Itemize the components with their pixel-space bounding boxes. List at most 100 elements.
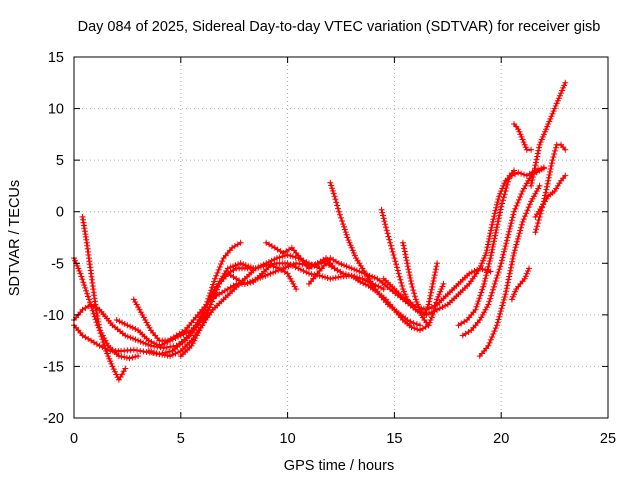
data-point — [504, 234, 511, 241]
data-point — [362, 281, 369, 288]
axis-ticks: 0 5 10 15 20 25 -20 -15 -10 -5 0 5 10 15 — [43, 50, 616, 447]
data-point — [137, 338, 144, 345]
data-point — [439, 304, 446, 311]
data-point — [127, 334, 134, 341]
data-point — [287, 252, 294, 259]
data-point — [183, 329, 190, 336]
data-point — [505, 178, 511, 185]
data-point — [548, 163, 555, 169]
data-point — [487, 336, 494, 343]
data-point — [481, 309, 488, 316]
data-point — [130, 296, 137, 303]
data-point — [188, 342, 195, 349]
data-point — [431, 302, 438, 309]
data-point — [434, 260, 441, 267]
data-point — [484, 266, 491, 273]
data-point — [393, 261, 400, 268]
data-point — [122, 365, 129, 372]
data-point — [426, 295, 433, 302]
data-point — [121, 354, 128, 361]
data-point — [546, 171, 553, 178]
data-point — [415, 304, 422, 311]
data-point — [75, 265, 82, 272]
data-point — [522, 213, 528, 220]
data-point — [303, 269, 310, 276]
data-point — [386, 236, 393, 243]
data-point — [86, 296, 92, 303]
data-point — [531, 168, 538, 175]
data-point — [472, 306, 479, 313]
data-point — [479, 286, 486, 293]
data-point — [503, 288, 510, 295]
data-point — [483, 250, 490, 256]
data-point — [498, 257, 505, 264]
data-point — [207, 301, 214, 308]
data-point — [529, 177, 536, 183]
x-tick-label: 25 — [600, 431, 616, 447]
data-point — [486, 260, 493, 267]
data-point — [142, 317, 149, 323]
y-tick-label: 0 — [56, 205, 64, 221]
data-point — [547, 115, 554, 122]
data-point — [107, 358, 114, 365]
data-point — [536, 144, 542, 151]
data-point — [491, 235, 498, 242]
data-point — [521, 275, 528, 282]
data-point — [536, 141, 543, 148]
data-point — [501, 191, 508, 198]
data-point — [334, 202, 341, 209]
data-point — [552, 144, 559, 151]
data-point — [134, 347, 140, 354]
data-point — [297, 266, 304, 273]
data-point — [284, 252, 291, 258]
data-point — [348, 244, 355, 251]
data-point — [510, 211, 517, 218]
data-point — [475, 298, 482, 305]
data-point — [535, 147, 542, 154]
data-point — [510, 252, 517, 259]
series-track-10 — [327, 179, 423, 329]
data-point — [432, 269, 439, 276]
data-point — [102, 337, 109, 344]
series-track-23 — [528, 79, 569, 189]
series-track-13 — [399, 239, 441, 318]
data-point — [542, 189, 549, 196]
data-point — [496, 212, 503, 219]
data-point — [493, 227, 500, 233]
data-point — [507, 267, 514, 274]
data-point — [153, 350, 160, 357]
data-point — [344, 234, 351, 241]
data-point — [518, 133, 525, 140]
data-point — [129, 354, 136, 361]
data-point — [532, 162, 539, 169]
data-point — [524, 268, 531, 274]
data-point — [353, 267, 360, 274]
data-point — [473, 303, 480, 310]
data-point — [395, 270, 402, 277]
data-point — [497, 308, 504, 315]
data-point — [490, 286, 496, 293]
data-point — [512, 171, 519, 178]
y-tick-label: -15 — [43, 359, 64, 375]
data-point — [341, 262, 347, 269]
series-track-19 — [508, 265, 532, 303]
data-point — [215, 266, 222, 273]
data-point — [428, 286, 435, 293]
series-track-16 — [455, 167, 517, 329]
data-point — [494, 272, 501, 279]
data-point — [259, 273, 266, 280]
data-point — [357, 278, 364, 285]
data-point — [403, 254, 409, 261]
data-point — [505, 276, 512, 283]
data-point — [148, 338, 155, 345]
data-point — [515, 196, 522, 203]
y-tick-label: -10 — [43, 308, 64, 324]
data-point — [534, 220, 541, 227]
data-point — [499, 302, 506, 309]
data-point — [534, 150, 541, 157]
data-point — [491, 213, 498, 220]
data-point — [343, 271, 349, 278]
data-point — [550, 154, 557, 160]
y-tick-label: -5 — [51, 256, 64, 272]
data-point — [493, 224, 500, 231]
